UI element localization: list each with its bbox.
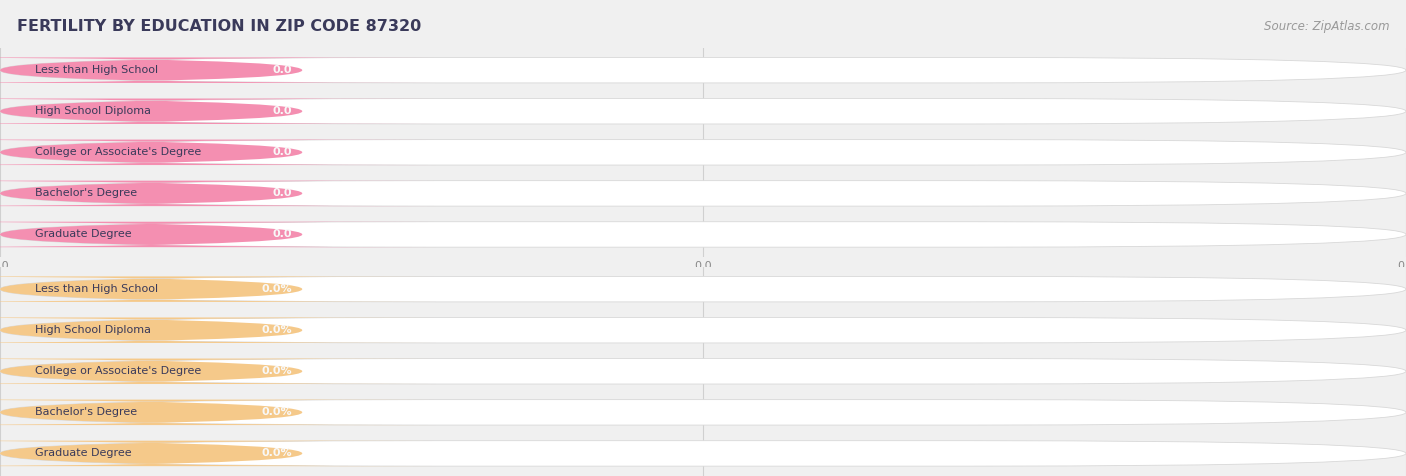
Text: 0.0%: 0.0% bbox=[262, 366, 292, 377]
FancyBboxPatch shape bbox=[0, 441, 1406, 466]
Text: 0.0%: 0.0% bbox=[262, 448, 292, 458]
FancyBboxPatch shape bbox=[0, 358, 1406, 384]
FancyBboxPatch shape bbox=[0, 222, 1406, 247]
Text: Bachelor's Degree: Bachelor's Degree bbox=[35, 407, 138, 417]
FancyBboxPatch shape bbox=[0, 441, 436, 466]
Text: 0.0: 0.0 bbox=[273, 65, 292, 75]
FancyBboxPatch shape bbox=[0, 317, 436, 343]
FancyBboxPatch shape bbox=[0, 277, 436, 302]
FancyBboxPatch shape bbox=[0, 400, 436, 425]
Text: 0.0%: 0.0% bbox=[262, 284, 292, 294]
FancyBboxPatch shape bbox=[0, 58, 1406, 83]
FancyBboxPatch shape bbox=[0, 58, 436, 83]
FancyBboxPatch shape bbox=[0, 181, 436, 206]
FancyBboxPatch shape bbox=[0, 139, 436, 165]
FancyBboxPatch shape bbox=[0, 277, 1406, 302]
FancyBboxPatch shape bbox=[0, 139, 1406, 165]
FancyBboxPatch shape bbox=[0, 358, 436, 384]
Text: Less than High School: Less than High School bbox=[35, 65, 159, 75]
Text: College or Associate's Degree: College or Associate's Degree bbox=[35, 366, 201, 377]
Text: 0.0%: 0.0% bbox=[262, 407, 292, 417]
Text: 0.0%: 0.0% bbox=[262, 325, 292, 335]
Text: Bachelor's Degree: Bachelor's Degree bbox=[35, 188, 138, 198]
Text: College or Associate's Degree: College or Associate's Degree bbox=[35, 147, 201, 158]
Text: Source: ZipAtlas.com: Source: ZipAtlas.com bbox=[1264, 20, 1389, 33]
FancyBboxPatch shape bbox=[0, 99, 1406, 124]
Text: Less than High School: Less than High School bbox=[35, 284, 159, 294]
Text: Graduate Degree: Graduate Degree bbox=[35, 448, 132, 458]
Text: High School Diploma: High School Diploma bbox=[35, 106, 152, 116]
FancyBboxPatch shape bbox=[0, 99, 436, 124]
Text: Graduate Degree: Graduate Degree bbox=[35, 229, 132, 239]
Text: High School Diploma: High School Diploma bbox=[35, 325, 152, 335]
Text: 0.0: 0.0 bbox=[273, 147, 292, 158]
FancyBboxPatch shape bbox=[0, 222, 436, 247]
Text: 0.0: 0.0 bbox=[273, 106, 292, 116]
Text: FERTILITY BY EDUCATION IN ZIP CODE 87320: FERTILITY BY EDUCATION IN ZIP CODE 87320 bbox=[17, 19, 422, 34]
Text: 0.0: 0.0 bbox=[273, 229, 292, 239]
FancyBboxPatch shape bbox=[0, 317, 1406, 343]
Text: 0.0: 0.0 bbox=[273, 188, 292, 198]
FancyBboxPatch shape bbox=[0, 181, 1406, 206]
FancyBboxPatch shape bbox=[0, 400, 1406, 425]
